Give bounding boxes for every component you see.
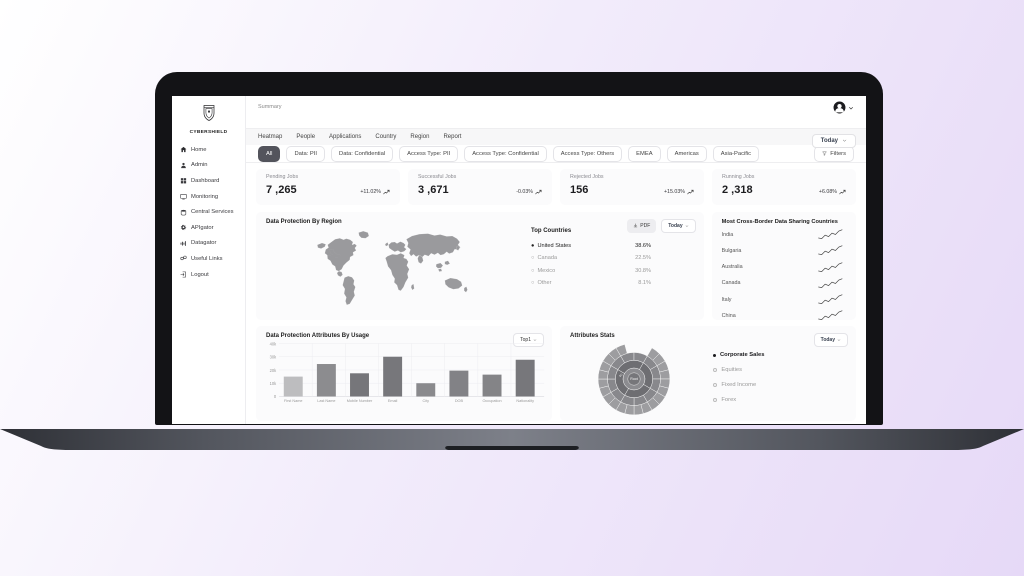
svg-text:Nationality: Nationality — [516, 399, 534, 403]
svg-text:10k: 10k — [270, 381, 278, 386]
svg-text:Occupation: Occupation — [483, 399, 502, 403]
svg-text:Root: Root — [630, 376, 637, 380]
svg-text:Last Name: Last Name — [317, 399, 335, 403]
svg-text:DOB: DOB — [455, 399, 464, 403]
svg-text:0: 0 — [274, 394, 277, 399]
svg-text:40k: 40k — [270, 341, 278, 346]
svg-text:First Name: First Name — [284, 399, 302, 403]
svg-text:Email: Email — [388, 399, 398, 403]
svg-text:Mobile Number: Mobile Number — [347, 399, 373, 403]
svg-text:30k: 30k — [270, 354, 278, 359]
svg-text:City: City — [423, 399, 430, 403]
svg-text:20k: 20k — [270, 368, 278, 373]
